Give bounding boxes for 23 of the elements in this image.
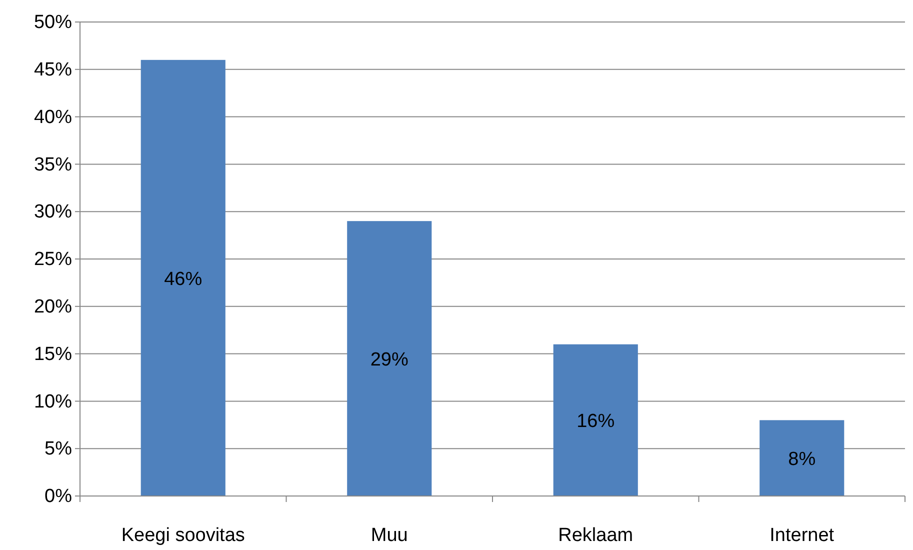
data-label: 16% — [576, 411, 615, 432]
x-tick-label: Reklaam — [558, 525, 634, 546]
y-tick-label: 35% — [34, 154, 72, 176]
data-label: 8% — [788, 449, 816, 470]
data-label: 46% — [164, 268, 202, 290]
y-tick-label: 5% — [44, 438, 72, 460]
y-tick-label: 15% — [34, 344, 72, 365]
bar — [140, 60, 226, 496]
data-label: 29% — [370, 350, 408, 371]
y-tick-label: 30% — [34, 202, 72, 223]
y-tick-label: 25% — [34, 249, 72, 270]
x-tick-label: Keegi soovitas — [121, 525, 245, 546]
y-tick-label: 10% — [34, 391, 72, 412]
y-tick-label: 45% — [34, 59, 72, 80]
y-tick-label: 20% — [34, 296, 72, 318]
x-tick-label: Muu — [370, 525, 408, 546]
x-tick-label: Internet — [770, 525, 835, 546]
y-tick-label: 40% — [34, 106, 72, 128]
bar — [760, 420, 844, 496]
bar — [553, 344, 638, 496]
y-tick-label: 50% — [34, 12, 72, 34]
bar — [347, 221, 432, 496]
y-tick-label: 0% — [44, 486, 72, 508]
